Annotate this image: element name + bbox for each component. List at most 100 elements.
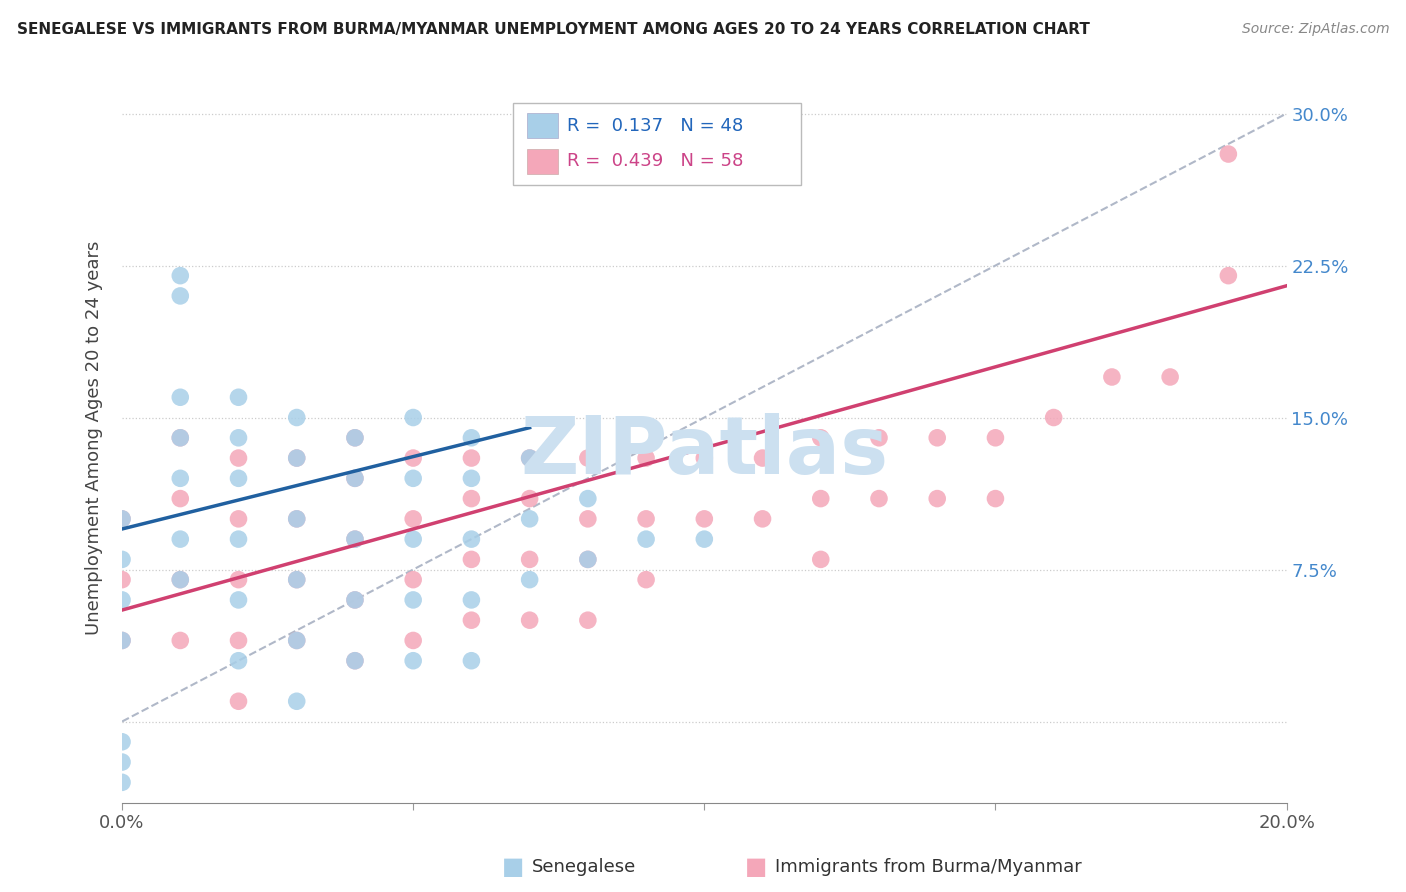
- Point: [460, 491, 482, 506]
- Point: [460, 451, 482, 466]
- Point: [169, 431, 191, 445]
- Y-axis label: Unemployment Among Ages 20 to 24 years: Unemployment Among Ages 20 to 24 years: [86, 241, 103, 635]
- Point: [285, 512, 308, 526]
- Point: [285, 410, 308, 425]
- Point: [169, 471, 191, 485]
- Point: [519, 512, 541, 526]
- Point: [402, 532, 425, 546]
- Point: [1101, 370, 1123, 384]
- Point: [228, 431, 250, 445]
- Point: [402, 451, 425, 466]
- Point: [751, 512, 773, 526]
- Text: ■: ■: [502, 855, 524, 879]
- Point: [636, 512, 658, 526]
- Point: [751, 451, 773, 466]
- Point: [693, 451, 716, 466]
- Point: [460, 552, 482, 566]
- Point: [169, 268, 191, 283]
- Point: [402, 633, 425, 648]
- Point: [576, 552, 599, 566]
- Point: [402, 573, 425, 587]
- Text: ■: ■: [745, 855, 768, 879]
- Point: [460, 532, 482, 546]
- Point: [285, 633, 308, 648]
- Point: [576, 451, 599, 466]
- Point: [984, 431, 1007, 445]
- Point: [636, 451, 658, 466]
- Text: Source: ZipAtlas.com: Source: ZipAtlas.com: [1241, 22, 1389, 37]
- Point: [228, 390, 250, 404]
- Point: [343, 593, 366, 607]
- Point: [576, 512, 599, 526]
- Point: [343, 654, 366, 668]
- Point: [519, 491, 541, 506]
- Point: [343, 431, 366, 445]
- Point: [228, 654, 250, 668]
- Point: [285, 573, 308, 587]
- Point: [343, 593, 366, 607]
- Point: [810, 491, 832, 506]
- Point: [868, 491, 890, 506]
- Point: [460, 431, 482, 445]
- Point: [169, 573, 191, 587]
- Point: [402, 593, 425, 607]
- Point: [402, 410, 425, 425]
- Point: [343, 654, 366, 668]
- Point: [460, 613, 482, 627]
- Point: [927, 431, 949, 445]
- Point: [228, 573, 250, 587]
- Point: [636, 532, 658, 546]
- Point: [228, 633, 250, 648]
- Point: [169, 390, 191, 404]
- Point: [810, 552, 832, 566]
- Point: [111, 512, 134, 526]
- Point: [460, 471, 482, 485]
- Point: [343, 471, 366, 485]
- Text: R =  0.137   N = 48: R = 0.137 N = 48: [567, 117, 742, 135]
- Point: [1218, 268, 1240, 283]
- Point: [169, 573, 191, 587]
- Point: [111, 755, 134, 769]
- Point: [693, 532, 716, 546]
- Point: [228, 451, 250, 466]
- Point: [636, 573, 658, 587]
- Point: [285, 633, 308, 648]
- Point: [343, 431, 366, 445]
- Point: [285, 694, 308, 708]
- Point: [228, 593, 250, 607]
- Text: SENEGALESE VS IMMIGRANTS FROM BURMA/MYANMAR UNEMPLOYMENT AMONG AGES 20 TO 24 YEA: SENEGALESE VS IMMIGRANTS FROM BURMA/MYAN…: [17, 22, 1090, 37]
- Point: [519, 552, 541, 566]
- Point: [460, 593, 482, 607]
- Point: [169, 532, 191, 546]
- Point: [1218, 147, 1240, 161]
- Point: [111, 573, 134, 587]
- Point: [402, 512, 425, 526]
- Point: [285, 512, 308, 526]
- Point: [228, 471, 250, 485]
- Point: [576, 552, 599, 566]
- Text: ZIPatlas: ZIPatlas: [520, 413, 889, 491]
- Point: [285, 451, 308, 466]
- Text: R =  0.439   N = 58: R = 0.439 N = 58: [567, 153, 742, 170]
- Point: [576, 613, 599, 627]
- Point: [1042, 410, 1064, 425]
- Point: [169, 289, 191, 303]
- Point: [1159, 370, 1181, 384]
- Point: [169, 431, 191, 445]
- Point: [460, 654, 482, 668]
- Point: [519, 451, 541, 466]
- Point: [927, 491, 949, 506]
- Point: [343, 532, 366, 546]
- Point: [169, 633, 191, 648]
- Point: [111, 512, 134, 526]
- Point: [402, 654, 425, 668]
- Point: [285, 451, 308, 466]
- Point: [111, 633, 134, 648]
- Text: Immigrants from Burma/Myanmar: Immigrants from Burma/Myanmar: [775, 858, 1081, 876]
- Point: [228, 512, 250, 526]
- Point: [111, 633, 134, 648]
- Point: [810, 431, 832, 445]
- Point: [519, 451, 541, 466]
- Point: [111, 775, 134, 789]
- Point: [519, 613, 541, 627]
